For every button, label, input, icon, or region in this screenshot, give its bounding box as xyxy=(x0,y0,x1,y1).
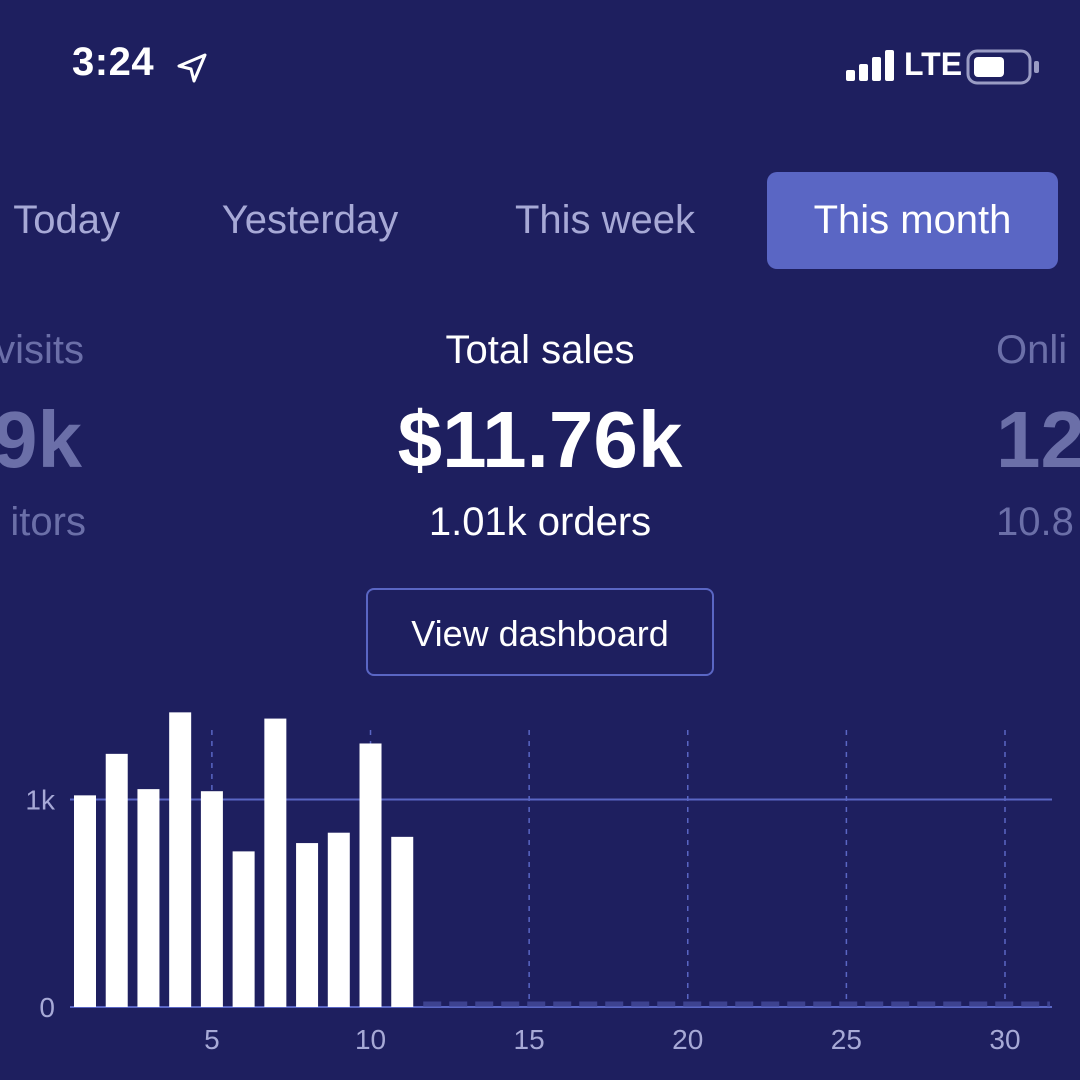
visitors-subtext: itors xyxy=(10,500,86,544)
bar-day-1 xyxy=(74,795,96,1007)
total-sales-label: Total sales xyxy=(445,328,635,372)
cellular-signal-icon xyxy=(846,50,894,81)
visits-label: visits xyxy=(0,328,84,372)
tab-this-week[interactable]: This week xyxy=(514,198,696,242)
total-sales-value: $11.76k xyxy=(397,395,683,484)
x-tick-label: 25 xyxy=(831,1024,862,1055)
y-tick-label: 0 xyxy=(39,992,55,1023)
bar-day-3 xyxy=(137,789,160,1007)
battery-icon xyxy=(966,49,1039,85)
network-type: LTE xyxy=(904,46,963,82)
status-time: 3:24 xyxy=(72,40,155,84)
online-value: 12 xyxy=(996,395,1080,484)
bar-day-11 xyxy=(391,836,414,1007)
x-tick-label: 5 xyxy=(204,1024,220,1055)
bar-day-10 xyxy=(359,743,382,1007)
bar-day-8 xyxy=(296,843,319,1007)
online-subtext: 10.8 xyxy=(996,500,1074,544)
tab-yesterday[interactable]: Yesterday xyxy=(221,198,399,242)
orders-subtext: 1.01k orders xyxy=(428,500,652,544)
bar-day-4 xyxy=(169,712,192,1007)
bar-day-5 xyxy=(200,791,223,1007)
online-label: Onli xyxy=(996,328,1068,372)
x-tick-label: 30 xyxy=(989,1024,1020,1055)
bar-day-2 xyxy=(105,753,128,1007)
tab-this-month[interactable]: This month xyxy=(767,172,1058,269)
x-tick-label: 10 xyxy=(355,1024,386,1055)
view-dashboard-button[interactable]: View dashboard xyxy=(366,588,714,676)
bar-day-6 xyxy=(232,851,255,1007)
x-tick-label: 15 xyxy=(514,1024,545,1055)
bar-day-9 xyxy=(327,832,350,1007)
sales-bar-chart: 0 1k 5 10 15 20 25 30 xyxy=(25,712,1052,1055)
y-tick-label: 1k xyxy=(25,785,56,816)
tab-today[interactable]: Today xyxy=(13,198,120,242)
bar-day-7 xyxy=(264,718,287,1007)
location-arrow-icon xyxy=(177,53,207,83)
visits-value: 9k xyxy=(0,395,82,484)
x-tick-label: 20 xyxy=(672,1024,703,1055)
